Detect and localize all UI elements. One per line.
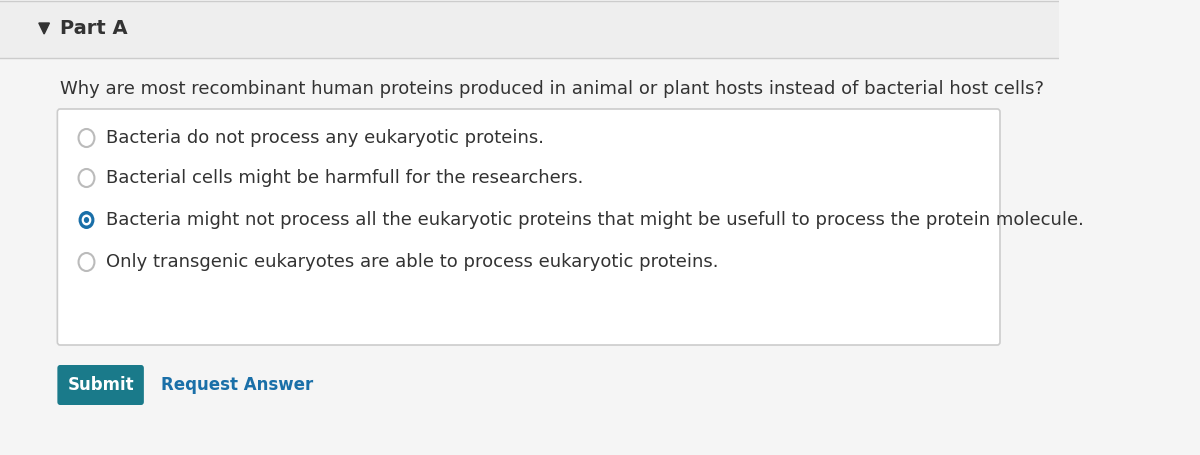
Circle shape	[78, 169, 95, 187]
Circle shape	[82, 214, 91, 226]
Circle shape	[78, 253, 95, 271]
FancyBboxPatch shape	[58, 109, 1000, 345]
Text: Bacteria do not process any eukaryotic proteins.: Bacteria do not process any eukaryotic p…	[106, 129, 544, 147]
Circle shape	[84, 217, 89, 223]
Circle shape	[78, 129, 95, 147]
FancyBboxPatch shape	[0, 1, 1060, 58]
Text: Bacteria might not process all the eukaryotic proteins that might be usefull to : Bacteria might not process all the eukar…	[106, 211, 1084, 229]
Text: Only transgenic eukaryotes are able to process eukaryotic proteins.: Only transgenic eukaryotes are able to p…	[106, 253, 719, 271]
Text: Part A: Part A	[60, 20, 127, 39]
Text: Submit: Submit	[67, 376, 134, 394]
Polygon shape	[38, 23, 49, 34]
Circle shape	[78, 211, 95, 229]
Text: Why are most recombinant human proteins produced in animal or plant hosts instea: Why are most recombinant human proteins …	[60, 80, 1044, 98]
Text: Request Answer: Request Answer	[161, 376, 313, 394]
FancyBboxPatch shape	[58, 365, 144, 405]
Text: Bacterial cells might be harmfull for the researchers.: Bacterial cells might be harmfull for th…	[106, 169, 583, 187]
